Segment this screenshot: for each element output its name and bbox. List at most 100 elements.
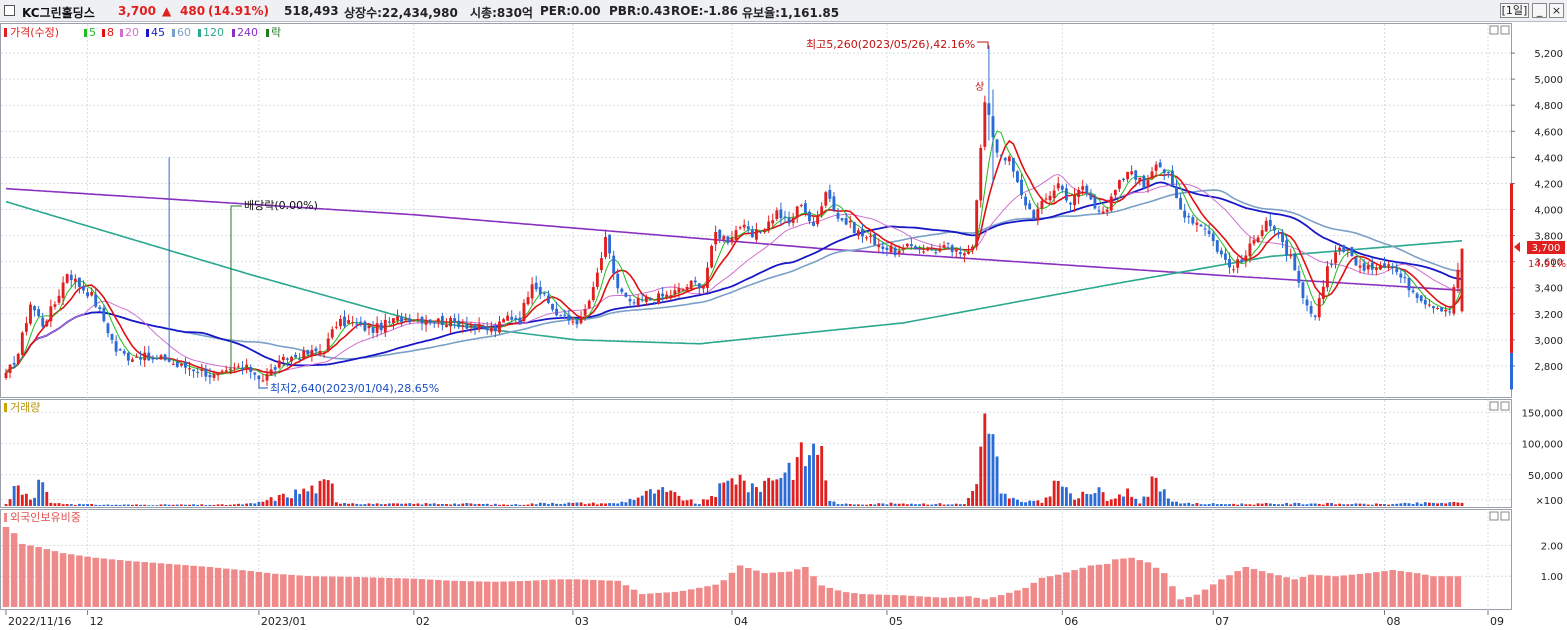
- volume-bar: [396, 503, 399, 506]
- candle-body: [1305, 299, 1309, 306]
- candle-body: [1109, 196, 1113, 211]
- legend-volume: 거래량: [10, 401, 40, 414]
- foreign-bar: [1144, 562, 1152, 607]
- volume-bar: [481, 504, 485, 506]
- candle-body: [1166, 172, 1170, 174]
- foreign-bar: [1307, 574, 1315, 607]
- limit-up-marker: 상: [975, 81, 984, 93]
- volume-bar: [1338, 503, 1342, 506]
- candle-body: [1354, 257, 1358, 266]
- candle-body: [1325, 266, 1329, 288]
- roe-value: ROE:-1.86: [671, 4, 739, 18]
- volume-bar: [1293, 502, 1297, 506]
- panel-close-button[interactable]: [1500, 25, 1510, 35]
- foreign-bar: [394, 578, 401, 607]
- candle-body: [143, 352, 147, 361]
- foreign-bar: [957, 596, 964, 607]
- candle-body: [318, 351, 322, 354]
- foreign-bar: [92, 557, 99, 607]
- candle-body: [179, 363, 183, 366]
- foreign-bar: [67, 554, 75, 607]
- volume-bar: [82, 504, 85, 506]
- candle-body: [1342, 245, 1346, 252]
- legend-marker: [4, 513, 7, 522]
- volume-bar: [1183, 503, 1187, 506]
- candle-body: [669, 295, 673, 297]
- select-checkbox[interactable]: [4, 5, 15, 16]
- foreign-bar: [761, 573, 768, 607]
- candle-body: [722, 236, 726, 240]
- panel-restore-button[interactable]: [1489, 25, 1499, 35]
- minimize-button[interactable]: _: [1532, 3, 1547, 18]
- foreign-bar: [663, 592, 670, 607]
- volume-bar: [812, 443, 815, 506]
- foreign-bar: [1022, 587, 1029, 607]
- candle-body: [1448, 311, 1452, 313]
- volume-bar: [1077, 498, 1081, 506]
- volume-bar: [485, 503, 489, 506]
- close-button[interactable]: ×: [1549, 3, 1564, 18]
- candle-body: [159, 355, 163, 360]
- volume-tick-label: 150,000: [1522, 408, 1563, 419]
- candle-body: [1056, 183, 1060, 189]
- candle-body: [298, 358, 302, 360]
- foreign-bar: [1226, 575, 1233, 607]
- volume-bar: [836, 504, 840, 506]
- panel-close-button[interactable]: [1500, 401, 1510, 411]
- volume-bar: [318, 480, 322, 506]
- volume-bar: [245, 503, 249, 506]
- panel-buttons[interactable]: [1489, 25, 1510, 521]
- volume-bar: [143, 504, 147, 506]
- legend-swatch: [102, 29, 105, 37]
- volume-bar: [1334, 504, 1337, 506]
- volume-bar: [701, 499, 705, 506]
- legend-foreign: 외국인보유비중: [10, 511, 81, 524]
- foreign-bar: [2, 527, 10, 607]
- volume-bar: [1272, 504, 1276, 506]
- candle-body: [653, 302, 656, 304]
- volume-bar: [657, 489, 660, 506]
- foreign-bar: [916, 596, 923, 607]
- candle-body: [534, 282, 538, 290]
- candle-body: [45, 320, 49, 327]
- price-tick-label: 5,200: [1534, 49, 1563, 60]
- foreign-bar: [369, 577, 377, 607]
- panel-restore-button[interactable]: [1489, 511, 1499, 521]
- candle-body: [269, 369, 273, 376]
- candle-body: [1321, 286, 1325, 299]
- volume-bar: [734, 484, 738, 506]
- panel-close-button[interactable]: [1500, 511, 1510, 521]
- candle-body: [277, 360, 281, 368]
- period-button[interactable]: [1일]: [1500, 3, 1529, 18]
- volume-bar: [632, 499, 636, 506]
- ma240-line: [5, 187, 1463, 292]
- foreign-bar: [859, 594, 866, 607]
- panel-restore-button[interactable]: [1489, 401, 1499, 411]
- candle-body: [856, 230, 860, 236]
- price-tick-label: 4,800: [1534, 101, 1563, 112]
- volume-bar: [551, 502, 554, 506]
- candle-body: [1260, 230, 1264, 236]
- volume-bar: [171, 504, 175, 506]
- foreign-bar: [1250, 569, 1258, 607]
- candle-body: [575, 320, 579, 325]
- candle-body: [759, 231, 762, 233]
- foreign-bar: [116, 560, 124, 607]
- foreign-bar: [483, 581, 491, 607]
- candle-body: [1011, 158, 1015, 172]
- foreign-bar: [940, 597, 948, 607]
- volume-bar: [881, 503, 885, 506]
- foreign-bar: [1185, 597, 1193, 607]
- volume-bar: [379, 504, 383, 506]
- x-axis-label: 06: [1064, 615, 1078, 628]
- candle-body: [987, 103, 991, 115]
- candle-body: [783, 216, 787, 218]
- candle-body: [1248, 243, 1252, 257]
- foreign-bar: [459, 581, 467, 607]
- foreign-bar: [418, 579, 426, 607]
- volume-bar: [1171, 501, 1174, 506]
- foreign-bar: [647, 593, 654, 607]
- foreign-bar: [1030, 582, 1038, 607]
- candle-body: [383, 319, 387, 333]
- volume-bar: [1419, 503, 1423, 506]
